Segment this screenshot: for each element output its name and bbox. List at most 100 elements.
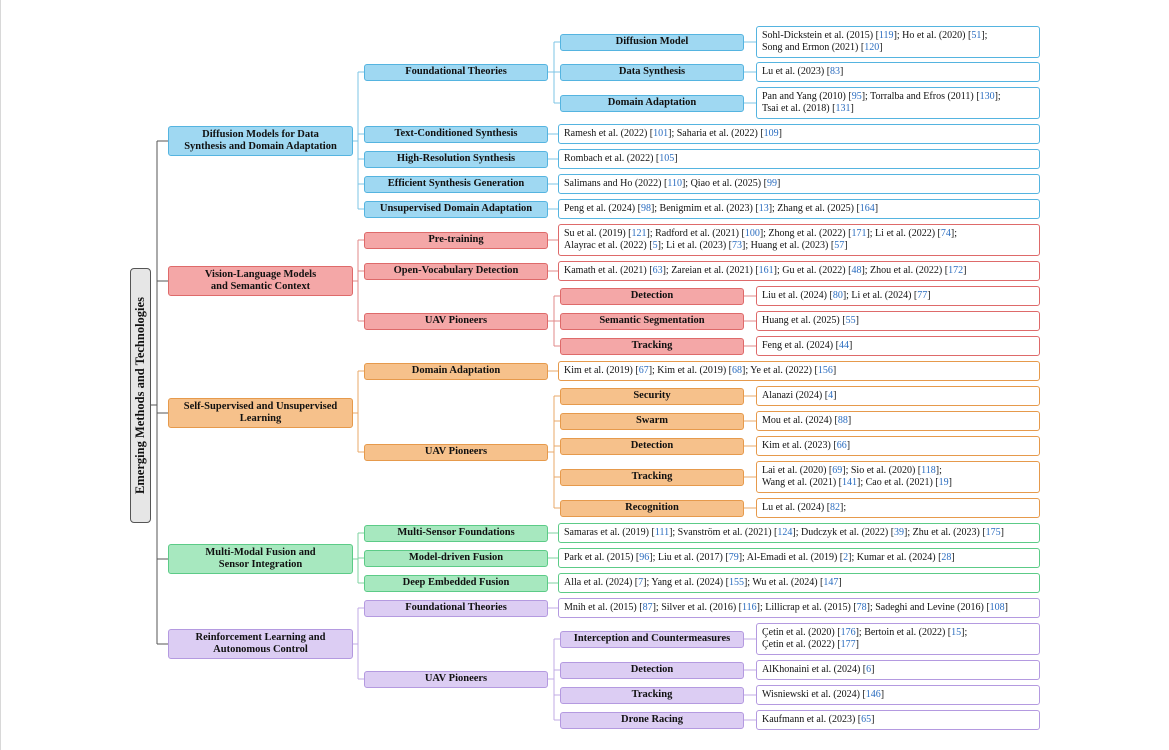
subcategory-node-label: Model-driven Fusion bbox=[408, 552, 504, 563]
subcategory-node: Deep Embedded Fusion bbox=[364, 574, 548, 592]
reference-number: 175 bbox=[985, 527, 1001, 538]
subcategory-node-label: Deep Embedded Fusion bbox=[402, 577, 510, 588]
reference-number: 69 bbox=[832, 465, 843, 476]
reference-number: 44 bbox=[838, 340, 849, 351]
reference-number: 120 bbox=[864, 42, 880, 53]
citation-text: Huang et al. (2025) [55] bbox=[762, 315, 859, 326]
subcategory-node-label: High-Resolution Synthesis bbox=[396, 153, 516, 164]
citation-text: Pan and Yang (2010) [95]; Torralba and E… bbox=[762, 91, 1001, 114]
reference-number: 5 bbox=[652, 240, 658, 251]
reference-number: 63 bbox=[652, 265, 663, 276]
reference-number: 105 bbox=[659, 153, 675, 164]
topic-node: Swarm bbox=[560, 412, 744, 430]
reference-number: 101 bbox=[653, 128, 669, 139]
reference-number: 156 bbox=[817, 365, 833, 376]
reference-number: 118 bbox=[921, 465, 936, 476]
citation-box: Kamath et al. (2021) [63]; Zareian et al… bbox=[558, 261, 1040, 281]
citation-text: Kim et al. (2023) [66] bbox=[762, 440, 851, 451]
citation-text: Alanazi (2024) [4] bbox=[762, 390, 837, 401]
reference-number: 73 bbox=[732, 240, 742, 251]
reference-number: 19 bbox=[938, 477, 949, 488]
topic-node-label: Tracking bbox=[631, 471, 673, 482]
reference-number: 68 bbox=[732, 365, 743, 376]
subcategory-node-label: Pre-training bbox=[428, 234, 484, 245]
citation-box: AlKhonaini et al. (2024) [6] bbox=[756, 660, 1040, 680]
reference-number: 77 bbox=[917, 290, 928, 301]
citation-text: Park et al. (2015) [96]; Liu et al. (201… bbox=[564, 552, 955, 563]
topic-node-label: Diffusion Model bbox=[615, 36, 689, 47]
citation-box: Samaras et al. (2019) [111]; Svanström e… bbox=[558, 523, 1040, 543]
reference-number: 111 bbox=[654, 527, 670, 538]
subcategory-node: Pre-training bbox=[364, 231, 548, 249]
citation-box: Mnih et al. (2015) [87]; Silver et al. (… bbox=[558, 598, 1040, 618]
citation-box: Peng et al. (2024) [98]; Benigmim et al.… bbox=[558, 199, 1040, 219]
page-edge bbox=[0, 0, 1, 750]
reference-number: 15 bbox=[951, 627, 962, 638]
citation-text: Sohl-Dickstein et al. (2015) [119]; Ho e… bbox=[762, 30, 988, 53]
reference-number: 176 bbox=[840, 627, 856, 638]
citation-text: Lu et al. (2024) [82]; bbox=[762, 502, 847, 513]
citation-box: Salimans and Ho (2022) [110]; Qiao et al… bbox=[558, 174, 1040, 194]
subcategory-node-label: Foundational Theories bbox=[405, 602, 507, 613]
subcategory-node-label: Multi-Sensor Foundations bbox=[397, 527, 515, 538]
reference-number: 66 bbox=[836, 440, 847, 451]
citation-text: Peng et al. (2024) [98]; Benigmim et al.… bbox=[564, 203, 879, 214]
citation-box: Feng et al. (2024) [44] bbox=[756, 336, 1040, 356]
topic-node: Tracking bbox=[560, 468, 744, 486]
subcategory-node-label: Efficient Synthesis Generation bbox=[387, 178, 525, 189]
citation-box: Rombach et al. (2022) [105] bbox=[558, 149, 1040, 169]
category-mm-label: Multi-Modal Fusion and Sensor Integratio… bbox=[205, 547, 316, 570]
subcategory-node: Foundational Theories bbox=[364, 599, 548, 617]
topic-node: Drone Racing bbox=[560, 711, 744, 729]
category-ss-label: Self-Supervised and Unsupervised Learnin… bbox=[183, 401, 338, 424]
citation-text: Kim et al. (2019) [67]; Kim et al. (2019… bbox=[564, 365, 837, 376]
citation-text: Samaras et al. (2019) [111]; Svanström e… bbox=[564, 527, 1005, 538]
reference-number: 121 bbox=[631, 228, 647, 239]
category-vl: Vision-Language Models and Semantic Cont… bbox=[168, 266, 353, 296]
reference-number: 96 bbox=[639, 552, 650, 563]
subcategory-node: Model-driven Fusion bbox=[364, 549, 548, 567]
citation-box: Huang et al. (2025) [55] bbox=[756, 311, 1040, 331]
citation-text: AlKhonaini et al. (2024) [6] bbox=[762, 664, 875, 675]
reference-number: 48 bbox=[851, 265, 862, 276]
citation-text: Alla et al. (2024) [7]; Yang et al. (202… bbox=[564, 577, 842, 588]
subcategory-node: UAV Pioneers bbox=[364, 443, 548, 461]
citation-box: Kim et al. (2019) [67]; Kim et al. (2019… bbox=[558, 361, 1040, 381]
reference-number: 88 bbox=[837, 415, 848, 426]
reference-number: 55 bbox=[845, 315, 856, 326]
topic-node-label: Data Synthesis bbox=[618, 66, 686, 77]
subcategory-node: Text-Conditioned Synthesis bbox=[364, 125, 548, 143]
reference-number: 87 bbox=[642, 602, 653, 613]
citation-text: Liu et al. (2024) [80]; Li et al. (2024)… bbox=[762, 290, 931, 301]
reference-number: 155 bbox=[728, 577, 744, 588]
reference-number: 130 bbox=[979, 91, 995, 102]
reference-number: 82 bbox=[830, 502, 841, 513]
topic-node-label: Tracking bbox=[631, 340, 673, 351]
reference-number: 7 bbox=[638, 577, 644, 588]
reference-number: 171 bbox=[851, 228, 867, 239]
reference-number: 4 bbox=[828, 390, 834, 401]
citation-text: Feng et al. (2024) [44] bbox=[762, 340, 853, 351]
topic-node: Recognition bbox=[560, 499, 744, 517]
subcategory-node: High-Resolution Synthesis bbox=[364, 150, 548, 168]
subcategory-node-label: Foundational Theories bbox=[405, 66, 507, 77]
citation-box: Lu et al. (2023) [83] bbox=[756, 62, 1040, 82]
citation-box: Pan and Yang (2010) [95]; Torralba and E… bbox=[756, 87, 1040, 119]
root-node: Emerging Methods and Technologies bbox=[130, 268, 151, 523]
subcategory-node-label: Open-Vocabulary Detection bbox=[393, 265, 519, 276]
topic-node-label: Domain Adaptation bbox=[607, 97, 697, 108]
topic-node: Detection bbox=[560, 437, 744, 455]
citation-text: Çetin et al. (2020) [176]; Bertoin et al… bbox=[762, 627, 968, 650]
citation-text: Ramesh et al. (2022) [101]; Saharia et a… bbox=[564, 128, 783, 139]
topic-node-label: Recognition bbox=[625, 502, 679, 513]
subcategory-node: Foundational Theories bbox=[364, 63, 548, 81]
citation-box: Liu et al. (2024) [80]; Li et al. (2024)… bbox=[756, 286, 1040, 306]
citation-box: Alanazi (2024) [4] bbox=[756, 386, 1040, 406]
citation-box: Park et al. (2015) [96]; Liu et al. (201… bbox=[558, 548, 1040, 568]
reference-number: 98 bbox=[640, 203, 651, 214]
category-vl-label: Vision-Language Models and Semantic Cont… bbox=[204, 269, 317, 292]
citation-text: Mou et al. (2024) [88] bbox=[762, 415, 852, 426]
reference-number: 177 bbox=[840, 639, 856, 650]
reference-number: 2 bbox=[843, 552, 849, 563]
